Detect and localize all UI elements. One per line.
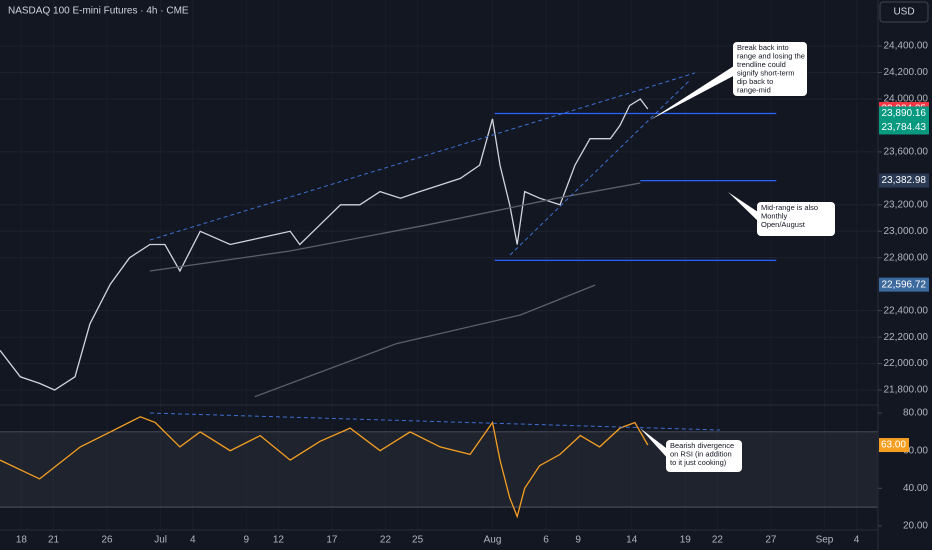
- y-tick-label: 22,000.00: [884, 358, 929, 369]
- x-tick-label: 14: [626, 535, 638, 546]
- x-tick-label: Aug: [484, 535, 502, 546]
- currency[interactable]: USD: [893, 7, 914, 18]
- callout-text: dip back to: [737, 77, 773, 86]
- callout-box: [757, 202, 835, 236]
- x-tick-label: Jul: [154, 535, 167, 546]
- callout-text: range and losing the: [737, 51, 805, 60]
- callout-text: signify short-term: [737, 68, 795, 77]
- price-label: 23,890.16: [882, 108, 927, 119]
- y-tick-label: 23,200.00: [884, 199, 929, 210]
- x-tick-label: 22: [712, 535, 724, 546]
- price-label-box: [879, 120, 929, 135]
- x-tick-label: 25: [412, 535, 424, 546]
- price-label: 23,382.98: [882, 175, 927, 186]
- y-tick-label: 22,800.00: [884, 252, 929, 263]
- y-tick-label: 80.00: [903, 408, 928, 419]
- y-tick-label: 22,200.00: [884, 332, 929, 343]
- x-tick-label: 19: [680, 535, 692, 546]
- pane: [0, 45, 878, 398]
- callout-box: [733, 42, 807, 96]
- x-tick-label: 22: [380, 535, 392, 546]
- x-tick-label: 9: [575, 535, 581, 546]
- callout-text: Break back into: [737, 43, 789, 52]
- x-tick-label: 18: [16, 535, 28, 546]
- x-tick-label: 21: [48, 535, 60, 546]
- callout-pointer: [650, 64, 737, 120]
- x-tick-label: 9: [243, 535, 249, 546]
- price-label-box: [879, 173, 929, 188]
- pane: [0, 416, 878, 519]
- callout-text: Mid-range is also: [761, 203, 818, 212]
- y-tick-label: 23,000.00: [884, 226, 929, 237]
- callout-text: to it just cooking): [670, 458, 727, 467]
- y-tick-label: 60.00: [903, 445, 928, 456]
- series-line: [0, 416, 649, 519]
- price-label: 22,596.72: [882, 279, 927, 290]
- currency-box[interactable]: [879, 1, 929, 23]
- y-tick-label: 20.00: [903, 521, 928, 532]
- x-tick-label: 4: [190, 535, 196, 546]
- rsi-band: [0, 431, 878, 508]
- series-line: [0, 98, 649, 391]
- last-value: 63.00: [881, 440, 906, 451]
- price-label: 23,784.43: [882, 122, 927, 133]
- x-tick-label: 17: [326, 535, 338, 546]
- y-tick-label: 40.00: [903, 483, 928, 494]
- series-line: [149, 182, 641, 272]
- callout-pointer: [728, 192, 761, 224]
- callout-text: Monthly: [761, 211, 788, 220]
- callout-text: trendline could: [737, 60, 786, 69]
- callout-pointer: [640, 428, 670, 461]
- x-tick-label: 4: [854, 535, 860, 546]
- price-label-box: [879, 277, 929, 292]
- y-tick-label: 24,000.00: [884, 94, 929, 105]
- y-tick-label: 23,600.00: [884, 147, 929, 158]
- callout-text: Open/August: [761, 220, 806, 229]
- callout-text: on RSI (in addition: [670, 449, 732, 458]
- x-tick-label: 26: [102, 535, 114, 546]
- y-tick-label: 24,200.00: [884, 67, 929, 78]
- x-tick-label: 27: [765, 535, 777, 546]
- y-tick-label: 22,400.00: [884, 305, 929, 316]
- x-tick-label: 6: [543, 535, 549, 546]
- callout-text: range-mid: [737, 85, 771, 94]
- x-tick-label: Sep: [816, 535, 834, 546]
- last-value-box: [879, 438, 909, 453]
- y-tick-label: 21,800.00: [884, 385, 929, 396]
- callout-box: [666, 440, 742, 472]
- title: NASDAQ 100 E-mini Futures · 4h · CME: [8, 6, 189, 17]
- price-label-box: [879, 106, 929, 121]
- callout-text: Bearish divergence: [670, 441, 734, 450]
- x-tick-label: 12: [273, 535, 285, 546]
- series-line: [254, 284, 596, 398]
- y-tick-label: 24,400.00: [884, 41, 929, 52]
